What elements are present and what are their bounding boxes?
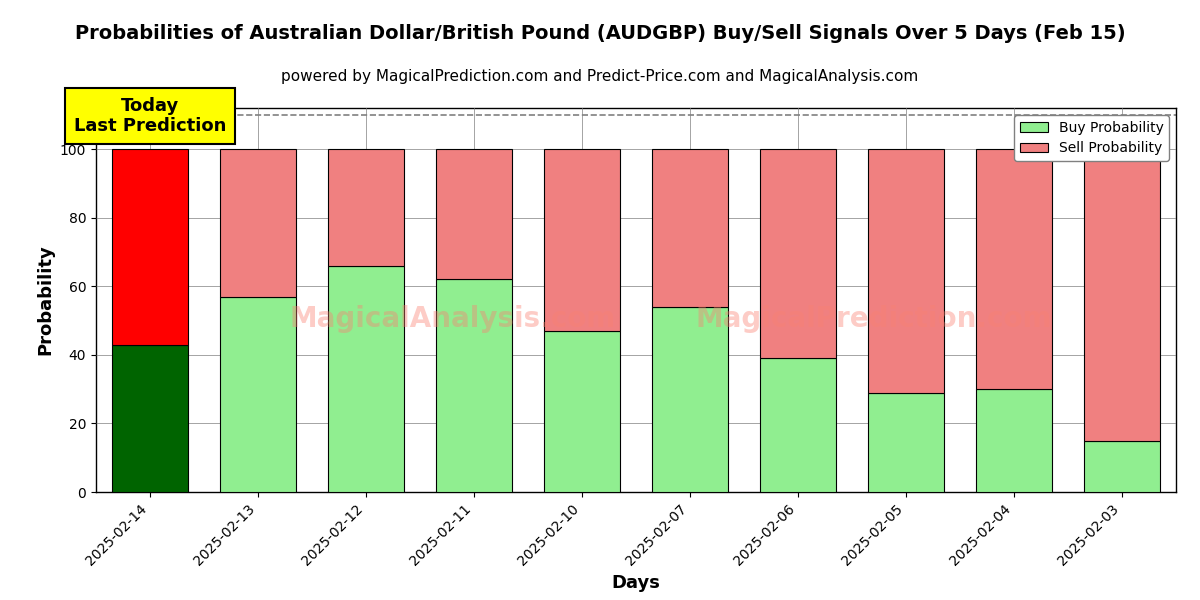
Bar <box>653 149 728 307</box>
Bar <box>221 149 296 296</box>
Bar <box>329 149 403 266</box>
Bar <box>221 296 296 492</box>
Text: Probabilities of Australian Dollar/British Pound (AUDGBP) Buy/Sell Signals Over : Probabilities of Australian Dollar/Briti… <box>74 24 1126 43</box>
Bar <box>653 307 728 492</box>
Bar <box>869 149 944 392</box>
Bar <box>437 149 512 280</box>
Bar <box>977 149 1051 389</box>
Bar <box>1085 149 1159 440</box>
Text: powered by MagicalPrediction.com and Predict-Price.com and MagicalAnalysis.com: powered by MagicalPrediction.com and Pre… <box>281 69 919 84</box>
Y-axis label: Probability: Probability <box>36 245 54 355</box>
Bar <box>545 149 619 331</box>
Bar <box>545 331 619 492</box>
Text: MagicalPrediction.com: MagicalPrediction.com <box>695 305 1052 333</box>
Bar <box>869 392 944 492</box>
Text: Today
Last Prediction: Today Last Prediction <box>74 97 226 136</box>
Bar <box>761 358 836 492</box>
X-axis label: Days: Days <box>612 574 660 592</box>
Legend: Buy Probability, Sell Probability: Buy Probability, Sell Probability <box>1014 115 1169 161</box>
Bar <box>977 389 1051 492</box>
Bar <box>113 149 188 344</box>
Bar <box>1085 440 1159 492</box>
Bar <box>113 344 188 492</box>
Bar <box>329 266 403 492</box>
Bar <box>437 280 512 492</box>
Text: MagicalAnalysis.com: MagicalAnalysis.com <box>289 305 616 333</box>
Bar <box>761 149 836 358</box>
